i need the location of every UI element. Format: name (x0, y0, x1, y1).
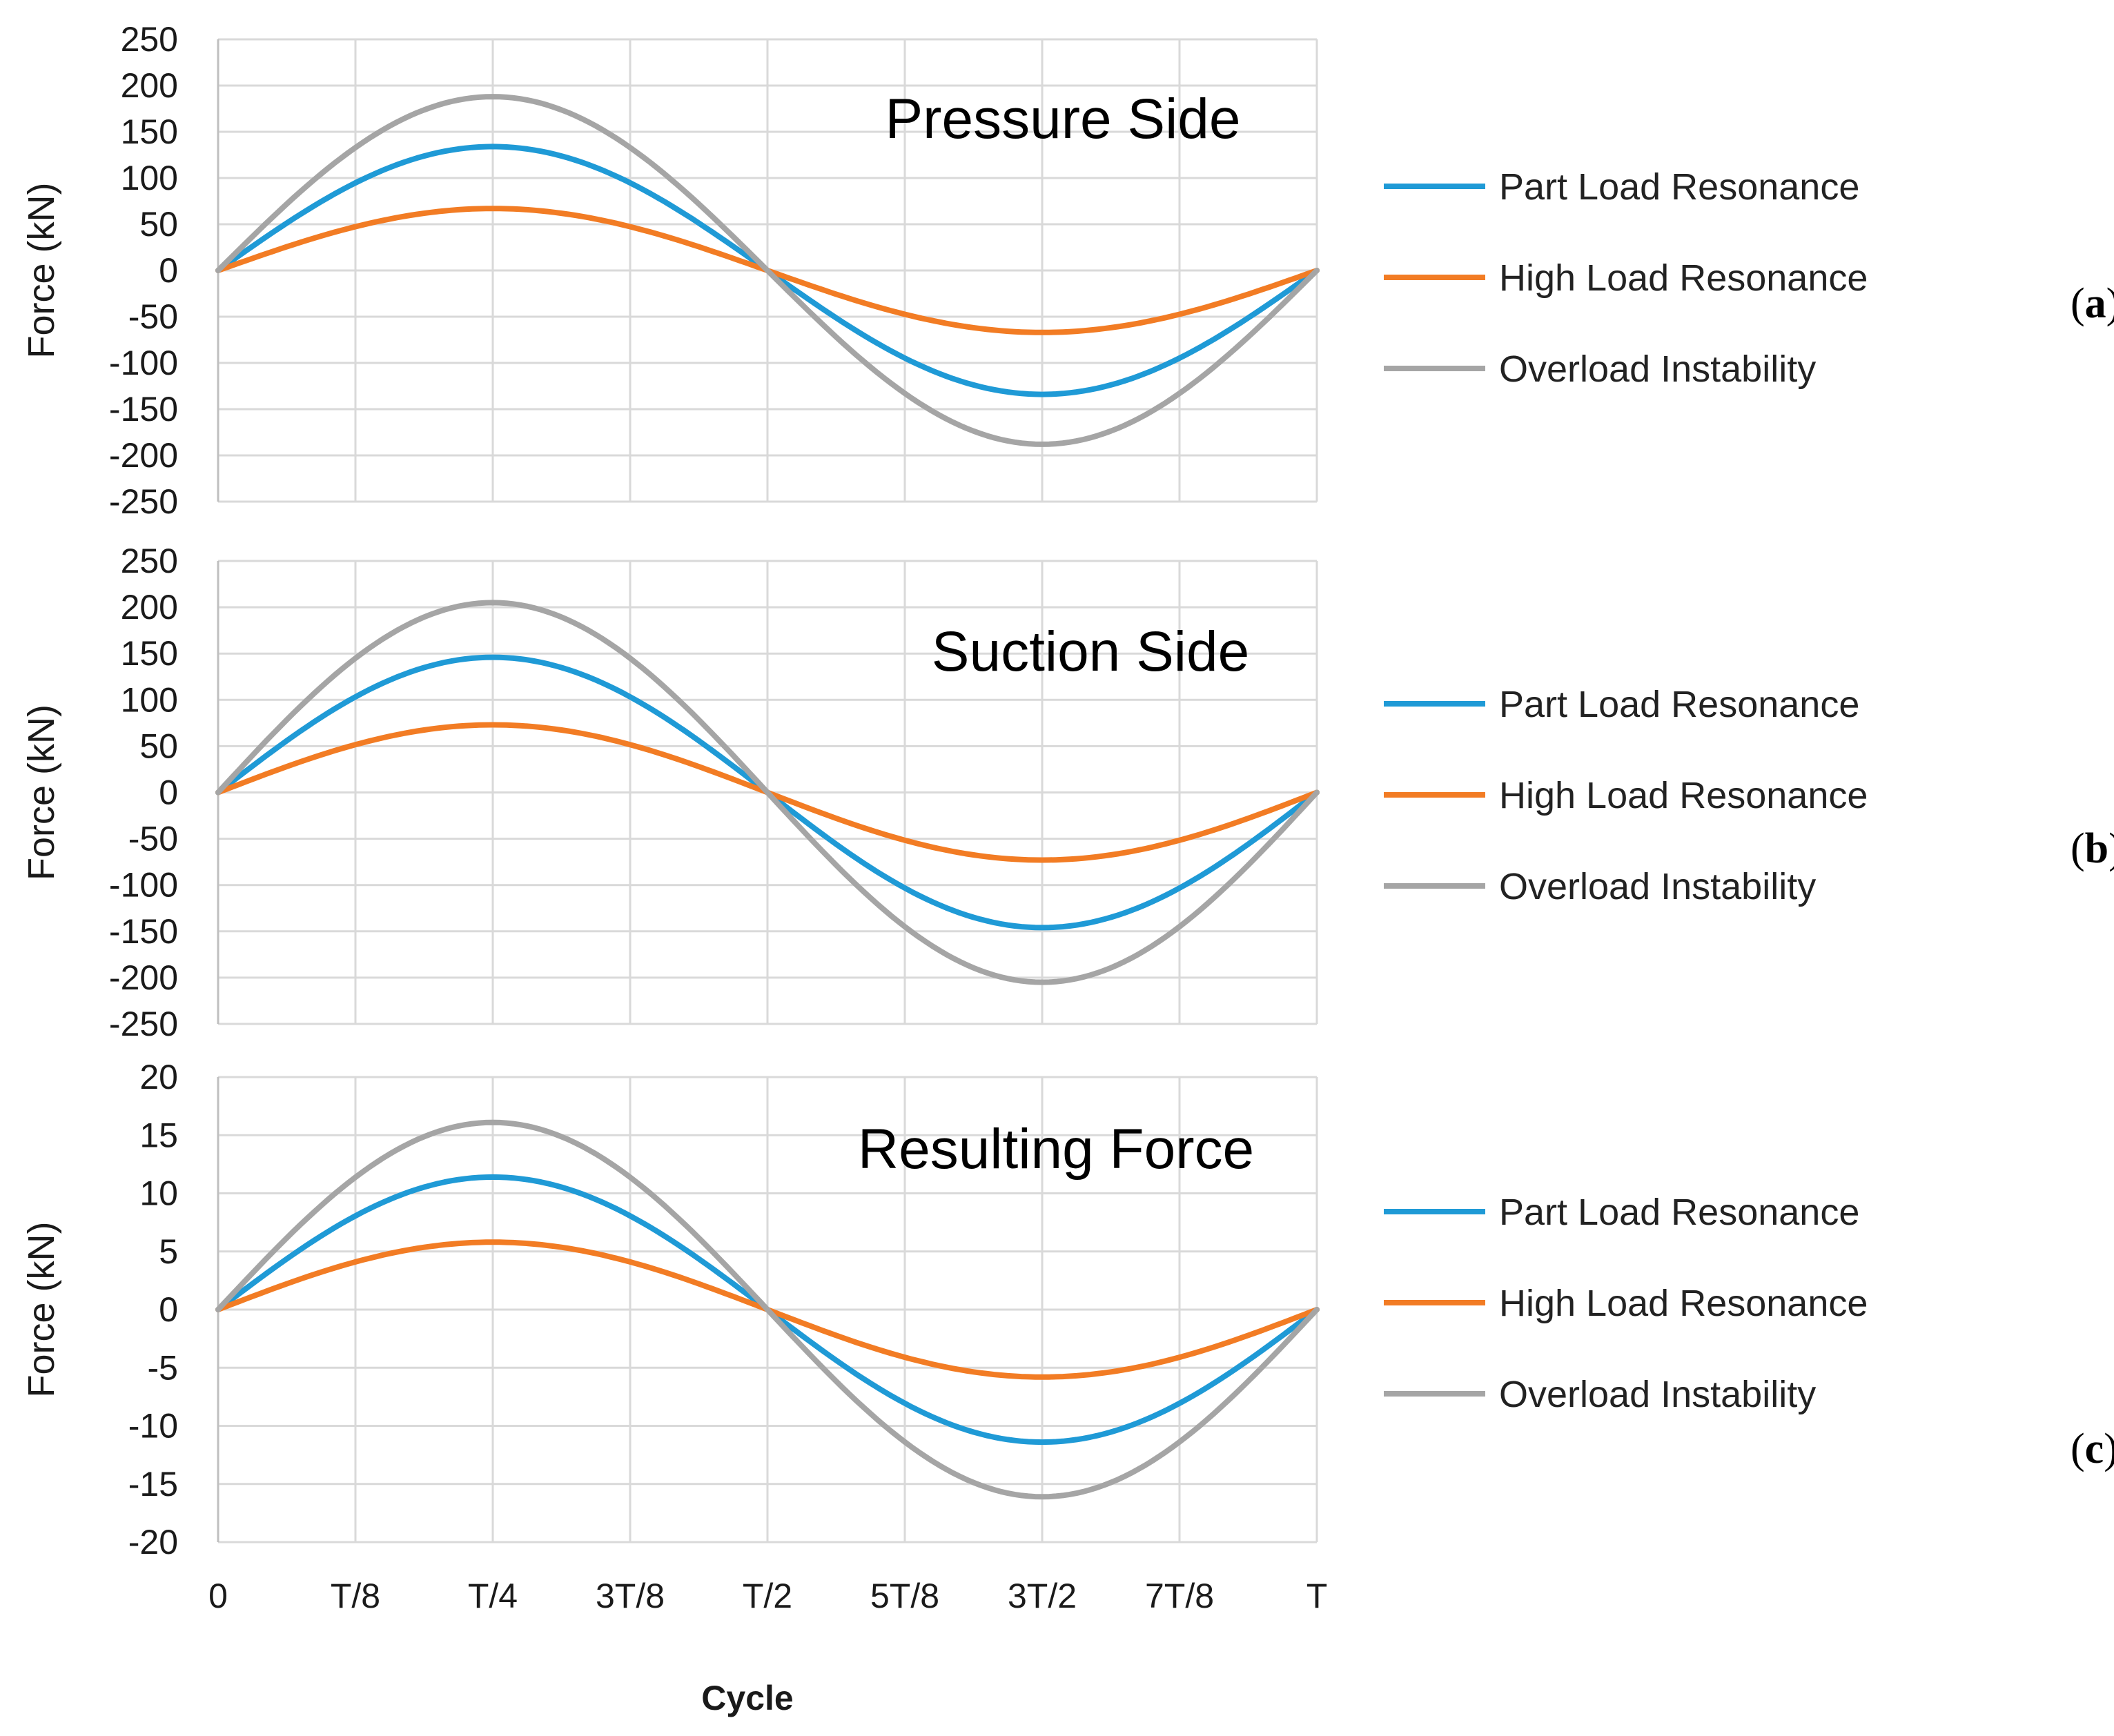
x-tick-label: T/2 (743, 1577, 792, 1615)
panel-label-close: ) (2108, 825, 2114, 872)
y-tick-label: -50 (128, 297, 178, 336)
chart-panel-c: 20 15 10 5 0 -5 -10 -15 -20 Force (kN) Resulting F… (21, 1058, 2114, 1717)
y-tick-label: 10 (139, 1174, 178, 1213)
x-tick-label: 5T/8 (870, 1577, 939, 1615)
x-axis-label: Cycle (701, 1679, 793, 1717)
y-tick-label: 200 (121, 66, 178, 105)
chart-title: Pressure Side (885, 88, 1240, 150)
panel-label: (b) (2071, 825, 2114, 872)
y-tick-label: -100 (109, 344, 178, 382)
y-tick-label: -150 (109, 912, 178, 951)
y-tick-label: -250 (109, 1005, 178, 1043)
legend-item: Part Load Resonance (1384, 166, 1859, 208)
y-tick-label: -250 (109, 482, 178, 521)
panel-label-letter: c (2085, 1426, 2104, 1472)
y-tick-label: -15 (128, 1465, 178, 1503)
y-tick-label: 0 (159, 1290, 178, 1329)
y-axis-label: Force (kN) (21, 1222, 62, 1398)
legend-label: Overload Instability (1499, 866, 1816, 907)
y-tick-label: 250 (121, 542, 178, 580)
y-tick-label: 50 (139, 205, 178, 244)
y-tick-label: 5 (159, 1232, 178, 1271)
panel-label-letter: b (2085, 825, 2108, 872)
y-tick-label: -50 (128, 820, 178, 858)
y-tick-label: 0 (159, 773, 178, 812)
y-tick-label: 15 (139, 1116, 178, 1154)
y-tick-label: 150 (121, 112, 178, 151)
y-tick-label: 20 (139, 1058, 178, 1096)
y-axis-label: Force (kN) (21, 183, 62, 359)
legend-item: Part Load Resonance (1384, 684, 1859, 725)
panel-label-letter: a (2085, 280, 2106, 327)
legend-item: Overload Instability (1384, 1374, 1816, 1415)
legend-label: Part Load Resonance (1499, 166, 1859, 208)
y-tick-label: -20 (128, 1523, 178, 1561)
panel-label: (c) (2071, 1426, 2114, 1472)
panel-label-close: ) (2106, 280, 2114, 327)
legend-label: High Load Resonance (1499, 775, 1868, 816)
y-tick-label: -150 (109, 390, 178, 428)
x-tick-label: 3T/2 (1008, 1577, 1077, 1615)
y-tick-label: 250 (121, 20, 178, 59)
y-tick-label: 100 (121, 680, 178, 719)
chart-title: Suction Side (932, 620, 1249, 683)
y-tick-label: -200 (109, 958, 178, 997)
y-tick-label: 50 (139, 727, 178, 765)
legend-label: High Load Resonance (1499, 257, 1868, 299)
panel-label-open: ( (2071, 280, 2085, 327)
series-line-overload-instability (215, 1119, 1320, 1500)
panel-label: (a) (2071, 280, 2114, 327)
chart-panel-b: 250 200 150 100 50 0 -50 -100 -150 -200 -250 Force … (21, 542, 2114, 1043)
panel-label-open: ( (2071, 825, 2085, 872)
y-axis-label: Force (kN) (21, 704, 62, 880)
x-tick-label: T/4 (468, 1577, 518, 1615)
y-tick-label: -5 (148, 1348, 178, 1387)
y-tick-label: -10 (128, 1407, 178, 1446)
x-tick-label: 3T/8 (596, 1577, 665, 1615)
y-tick-label: 150 (121, 634, 178, 673)
legend-label: Part Load Resonance (1499, 1192, 1859, 1233)
legend-item: High Load Resonance (1384, 775, 1868, 816)
panel-label-close: ) (2104, 1426, 2114, 1472)
series-line-overload-instability (215, 600, 1320, 985)
y-tick-label: -200 (109, 436, 178, 475)
legend-label: High Load Resonance (1499, 1283, 1868, 1324)
x-tick-label: 0 (208, 1577, 228, 1615)
chart-title: Resulting Force (858, 1118, 1254, 1181)
chart-panel-a: 250 200 150 100 50 0 -50 -100 -150 -200 -250 Force … (21, 20, 2114, 521)
legend-item: Part Load Resonance (1384, 1192, 1859, 1233)
legend-item: High Load Resonance (1384, 1283, 1868, 1324)
panel-label-open: ( (2071, 1426, 2085, 1472)
y-tick-label: 100 (121, 159, 178, 197)
y-tick-label: 200 (121, 588, 178, 627)
y-tick-label: 0 (159, 251, 178, 290)
series-line-overload-instability (215, 94, 1320, 447)
x-tick-label: T/8 (331, 1577, 380, 1615)
legend-item: Overload Instability (1384, 348, 1816, 390)
y-tick-label: -100 (109, 866, 178, 905)
x-tick-label: 7T/8 (1145, 1577, 1214, 1615)
x-tick-label: T (1306, 1577, 1328, 1615)
legend-label: Overload Instability (1499, 1374, 1816, 1415)
legend-label: Overload Instability (1499, 348, 1816, 390)
legend-label: Part Load Resonance (1499, 684, 1859, 725)
legend-item: High Load Resonance (1384, 257, 1868, 299)
legend-item: Overload Instability (1384, 866, 1816, 907)
